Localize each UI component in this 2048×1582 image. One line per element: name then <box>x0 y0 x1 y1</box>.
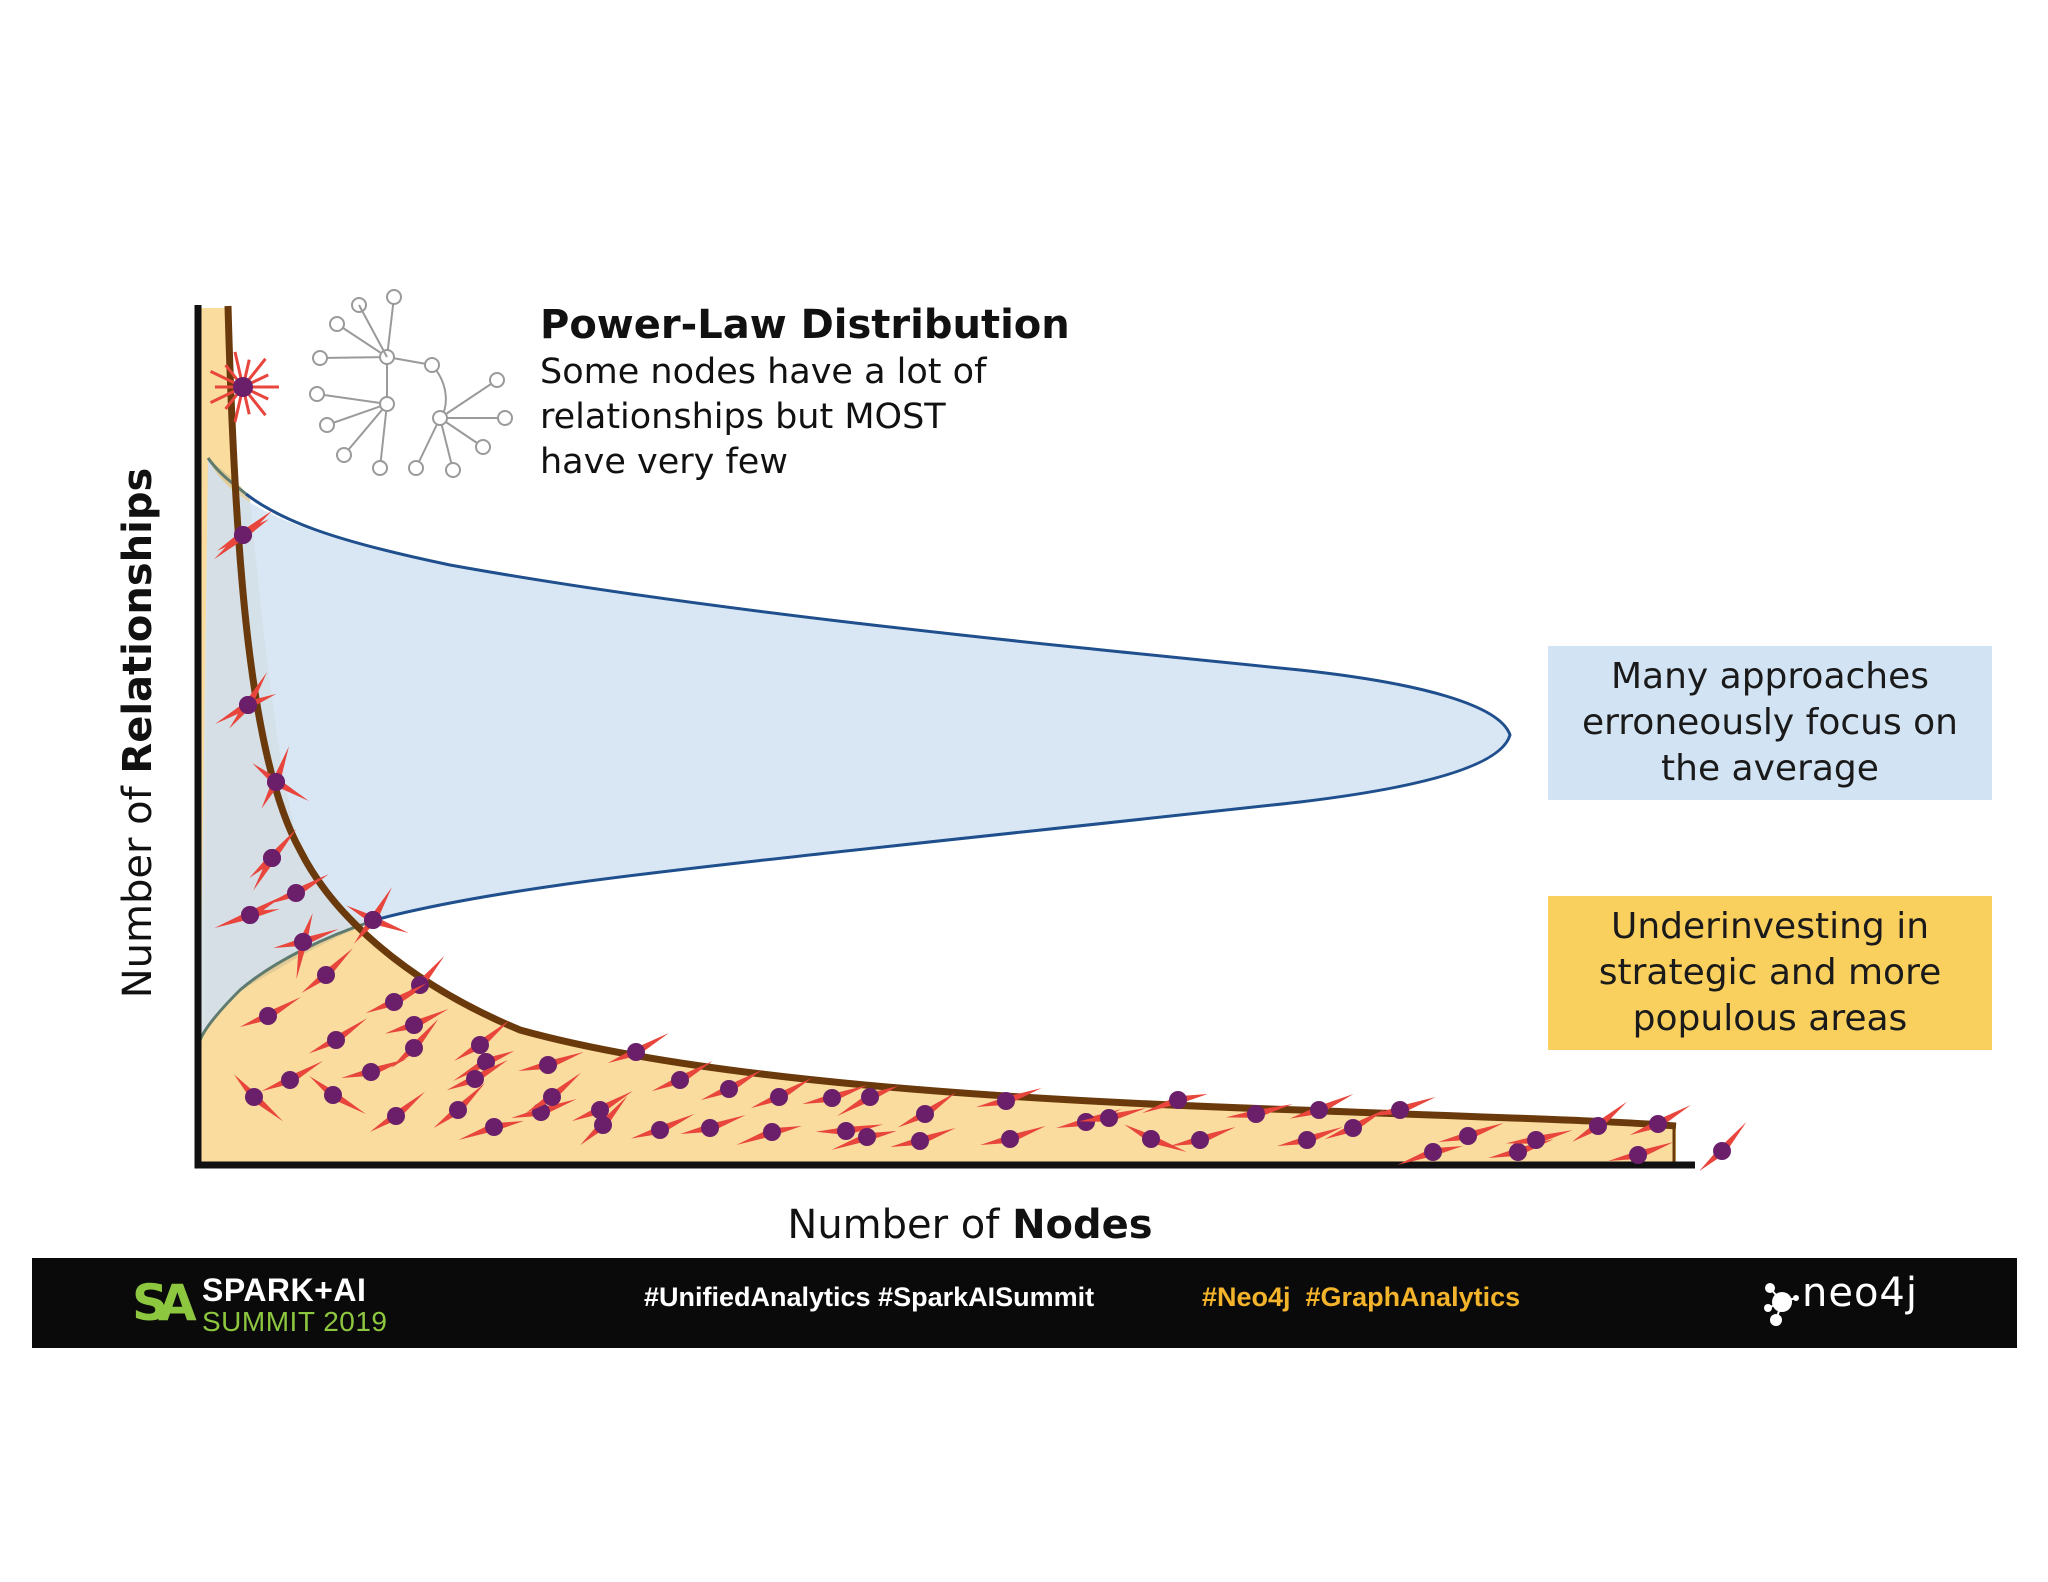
callout-average-line-2: erroneously focus on <box>1581 702 1958 743</box>
neo4j-wordmark: neo4j <box>1802 1270 1918 1316</box>
graph-node <box>861 1088 879 1106</box>
graph-node <box>1509 1143 1527 1161</box>
graph-node <box>385 993 403 1011</box>
power-law-area <box>200 308 1676 1165</box>
graph-node <box>1424 1143 1442 1161</box>
graph-node <box>837 1122 855 1140</box>
graph-node <box>485 1118 503 1136</box>
graph-node <box>263 849 281 867</box>
graph-node <box>471 1036 489 1054</box>
graph-node <box>671 1071 689 1089</box>
graph-node <box>241 906 259 924</box>
graph-node <box>1169 1091 1187 1109</box>
graph-node <box>317 966 335 984</box>
graph-node <box>1247 1105 1265 1123</box>
graph-node <box>287 884 305 902</box>
chart-axes <box>194 305 1695 1169</box>
graph-node <box>1459 1127 1477 1145</box>
graph-node <box>1629 1146 1647 1164</box>
node-scatter <box>213 510 1747 1172</box>
y-axis-label: Number of Relationships <box>115 468 161 999</box>
graph-node <box>405 1039 423 1057</box>
graph-node <box>245 1088 263 1106</box>
graph-node <box>763 1123 781 1141</box>
graph-node <box>858 1128 876 1146</box>
graph-node <box>281 1071 299 1089</box>
graph-node <box>466 1070 484 1088</box>
graph-node <box>1310 1101 1328 1119</box>
callout-underinvesting-line-1: Underinvesting in <box>1610 906 1930 947</box>
x-axis-label-prefix: Number of <box>787 1202 1013 1248</box>
graph-node <box>1527 1131 1545 1149</box>
subtitle-line-3: have very few <box>540 442 788 482</box>
graph-node <box>1713 1142 1731 1160</box>
graph-node <box>997 1092 1015 1110</box>
callout-underinvesting: Underinvesting in strategic and more pop… <box>1548 896 1992 1050</box>
subtitle-line-2: relationships but MOST <box>540 397 946 437</box>
x-axis-label: Number of Nodes <box>787 1202 1152 1248</box>
normal-distribution-area <box>200 458 1510 1040</box>
graph-node <box>327 1031 345 1049</box>
graph-node <box>1001 1130 1019 1148</box>
graph-node <box>267 773 285 791</box>
spark-ai-logo: SA <box>132 1274 197 1332</box>
title-block: Power-Law Distribution Some nodes have a… <box>540 300 1160 485</box>
normal-distribution-tail <box>198 457 371 1041</box>
graph-node <box>770 1088 788 1106</box>
graph-node <box>364 911 382 929</box>
graph-node <box>362 1063 380 1081</box>
power-law-curve <box>224 305 1677 1130</box>
network-graph-icon <box>309 289 513 478</box>
graph-node <box>449 1101 467 1119</box>
subtitle-line-1: Some nodes have a lot of <box>540 352 987 392</box>
graph-node <box>324 1086 342 1104</box>
graph-node <box>539 1056 557 1074</box>
graph-node <box>1077 1113 1095 1131</box>
graph-node <box>234 526 252 544</box>
graph-node <box>294 933 312 951</box>
graph-node <box>259 1007 277 1025</box>
graph-node <box>1100 1109 1118 1127</box>
graph-node <box>594 1116 612 1134</box>
graph-node <box>239 696 257 714</box>
hashtags-neo4j: #Neo4j #GraphAnalytics <box>1202 1282 1521 1312</box>
graph-node <box>1649 1115 1667 1133</box>
graph-node <box>1298 1131 1316 1149</box>
graph-node <box>916 1105 934 1123</box>
graph-node <box>543 1088 561 1106</box>
graph-node <box>1344 1119 1362 1137</box>
graph-node <box>477 1053 495 1071</box>
callout-average: Many approaches erroneously focus on the… <box>1548 646 1992 800</box>
hub-node <box>233 377 253 397</box>
graph-node <box>627 1043 645 1061</box>
graph-node <box>651 1121 669 1139</box>
graph-node <box>720 1080 738 1098</box>
neo4j-logo: neo4j <box>1760 1270 1960 1336</box>
callout-underinvesting-line-2: strategic and more <box>1598 952 1942 993</box>
graph-node <box>701 1119 719 1137</box>
graph-node <box>1391 1101 1409 1119</box>
graph-node <box>823 1089 841 1107</box>
callout-average-line-1: Many approaches <box>1610 656 1930 697</box>
y-axis-label-prefix: Number of <box>115 773 161 999</box>
y-axis-label-bold: Relationships <box>115 467 161 774</box>
footer-banner: SA SPARK+AI SUMMIT 2019 #UnifiedAnalytic… <box>32 1258 2017 1348</box>
graph-node <box>387 1107 405 1125</box>
graph-node <box>591 1101 609 1119</box>
normal-distribution-curve <box>245 492 1512 924</box>
graph-node <box>1142 1130 1160 1148</box>
graph-node <box>405 1016 423 1034</box>
diagram-title: Power-Law Distribution <box>540 302 1070 348</box>
callout-average-line-3: the average <box>1661 748 1879 789</box>
graph-node <box>1589 1117 1607 1135</box>
callout-underinvesting-line-3: populous areas <box>1632 998 1908 1039</box>
spark-ai-logo-text: SPARK+AI <box>202 1272 367 1308</box>
graph-node <box>911 1132 929 1150</box>
spark-ai-summit-year: SUMMIT 2019 <box>202 1306 388 1337</box>
graph-node <box>1191 1131 1209 1149</box>
x-axis-label-bold: Nodes <box>1012 1202 1153 1248</box>
hashtags-summit: #UnifiedAnalytics #SparkAISummit <box>644 1282 1095 1312</box>
neo4j-logo-icon <box>1764 1283 1799 1326</box>
